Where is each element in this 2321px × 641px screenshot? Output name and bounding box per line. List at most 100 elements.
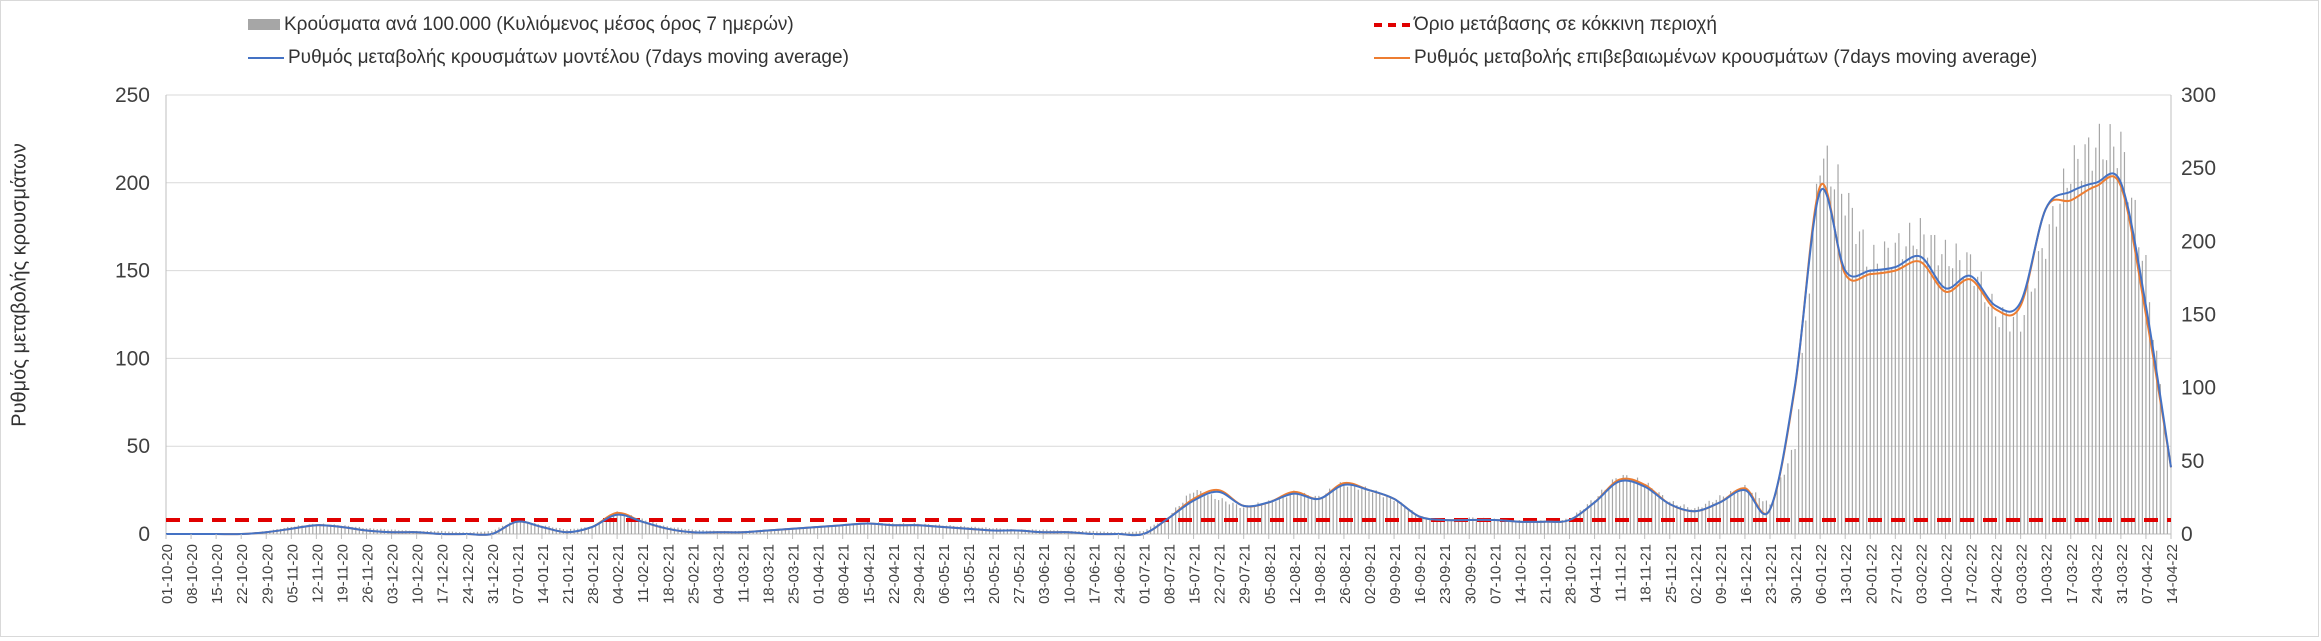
daily-bar <box>1332 490 1334 534</box>
x-tick-label: 03-12-20 <box>385 544 402 604</box>
daily-bar <box>305 525 307 534</box>
daily-bar <box>974 526 976 534</box>
daily-bar <box>455 531 457 534</box>
daily-bar <box>609 516 611 534</box>
daily-bar <box>1400 502 1402 534</box>
daily-bar <box>2048 224 2050 535</box>
daily-bar <box>1339 482 1341 534</box>
daily-bar <box>2152 339 2154 534</box>
daily-bar <box>598 522 600 534</box>
x-tick-label: 28-10-21 <box>1563 544 1580 604</box>
daily-bar <box>1157 523 1159 534</box>
daily-bar <box>1926 257 1929 534</box>
daily-bar <box>1665 501 1667 534</box>
daily-bar <box>2037 251 2040 534</box>
daily-bar <box>448 531 450 534</box>
x-tick-label: 17-06-21 <box>1086 544 1103 604</box>
daily-bar <box>1891 267 1893 534</box>
daily-bar <box>487 531 489 534</box>
daily-bar <box>1375 490 1377 534</box>
daily-bar <box>1661 495 1664 534</box>
daily-bar <box>1629 481 1631 534</box>
x-tick-label: 17-03-22 <box>2064 544 2081 604</box>
x-tick-label: 26-08-21 <box>1337 544 1354 604</box>
daily-bar <box>1200 491 1202 534</box>
daily-bar <box>1493 518 1495 534</box>
daily-bar <box>1941 254 1943 534</box>
daily-bar <box>620 512 622 534</box>
legend-item-model-line: Ρυθμός μεταβολής κρουσμάτων μοντέλου (7d… <box>248 47 849 69</box>
daily-bar <box>799 527 801 534</box>
x-tick-label: 10-12-20 <box>410 544 427 604</box>
daily-bar <box>333 524 335 534</box>
daily-bar <box>1160 520 1162 534</box>
daily-bar <box>1414 514 1417 534</box>
x-tick-label: 02-09-21 <box>1362 544 1379 604</box>
daily-bar <box>895 524 897 534</box>
daily-bar <box>1780 477 1782 534</box>
daily-bar <box>1611 479 1614 534</box>
daily-bar <box>290 526 292 534</box>
daily-bar <box>1676 505 1678 534</box>
x-tick-label: 24-03-22 <box>2089 544 2106 604</box>
daily-bar <box>1565 518 1567 534</box>
daily-bar <box>340 525 343 534</box>
x-tick-label: 18-02-21 <box>660 544 677 604</box>
daily-bar <box>1959 260 1961 534</box>
daily-bar <box>1772 498 1775 534</box>
daily-bar <box>960 525 962 534</box>
daily-bar <box>870 522 872 534</box>
daily-bar <box>2113 146 2115 534</box>
daily-bar <box>1740 487 1742 534</box>
daily-bar <box>1418 517 1420 534</box>
daily-bar <box>1175 507 1177 534</box>
daily-bar <box>1264 504 1266 534</box>
daily-bar <box>1869 269 1871 534</box>
x-tick-label: 17-12-20 <box>435 544 452 604</box>
daily-bar <box>473 532 475 534</box>
daily-bar <box>781 528 783 534</box>
daily-bar <box>1343 482 1345 534</box>
daily-bar <box>1973 285 1975 534</box>
daily-bar <box>1286 497 1288 534</box>
daily-bar <box>1099 531 1102 534</box>
daily-bar <box>1980 271 1982 534</box>
x-tick-label: 15-10-20 <box>209 544 226 604</box>
x-tick-label: 22-04-21 <box>886 544 903 604</box>
daily-bar <box>602 520 604 534</box>
daily-bar <box>670 527 672 534</box>
daily-bar <box>1357 489 1359 534</box>
daily-bar <box>1497 519 1499 534</box>
daily-bar <box>1916 249 1918 534</box>
daily-bar <box>1783 474 1785 534</box>
x-tick-label: 07-04-22 <box>2139 544 2156 604</box>
daily-bar <box>623 515 625 534</box>
daily-bar <box>1142 531 1145 534</box>
daily-bar <box>831 525 833 534</box>
daily-bar <box>1189 493 1191 534</box>
daily-bar <box>659 525 661 534</box>
x-tick-label: 16-12-21 <box>1738 544 1755 604</box>
daily-bar <box>308 524 310 534</box>
daily-bar <box>1765 500 1768 534</box>
daily-bar <box>931 525 933 534</box>
daily-bar <box>1923 234 1925 534</box>
x-tick-label: 19-11-20 <box>334 544 351 603</box>
daily-bar <box>1561 520 1563 534</box>
daily-bar <box>1844 215 1846 534</box>
daily-bar <box>938 524 940 534</box>
daily-bar <box>1300 496 1302 534</box>
daily-bar <box>1776 486 1778 534</box>
daily-bar <box>1669 501 1671 534</box>
y-left-tick-label: 0 <box>138 523 150 546</box>
daily-bar <box>544 525 547 534</box>
daily-bar <box>645 520 647 534</box>
daily-bar <box>319 523 321 534</box>
daily-bar <box>1457 518 1460 534</box>
daily-bar <box>1432 518 1435 534</box>
daily-bar <box>1536 521 1538 534</box>
daily-bar <box>970 526 973 534</box>
y-right-tick-label: 50 <box>2181 450 2204 473</box>
daily-bar <box>1998 327 2000 534</box>
